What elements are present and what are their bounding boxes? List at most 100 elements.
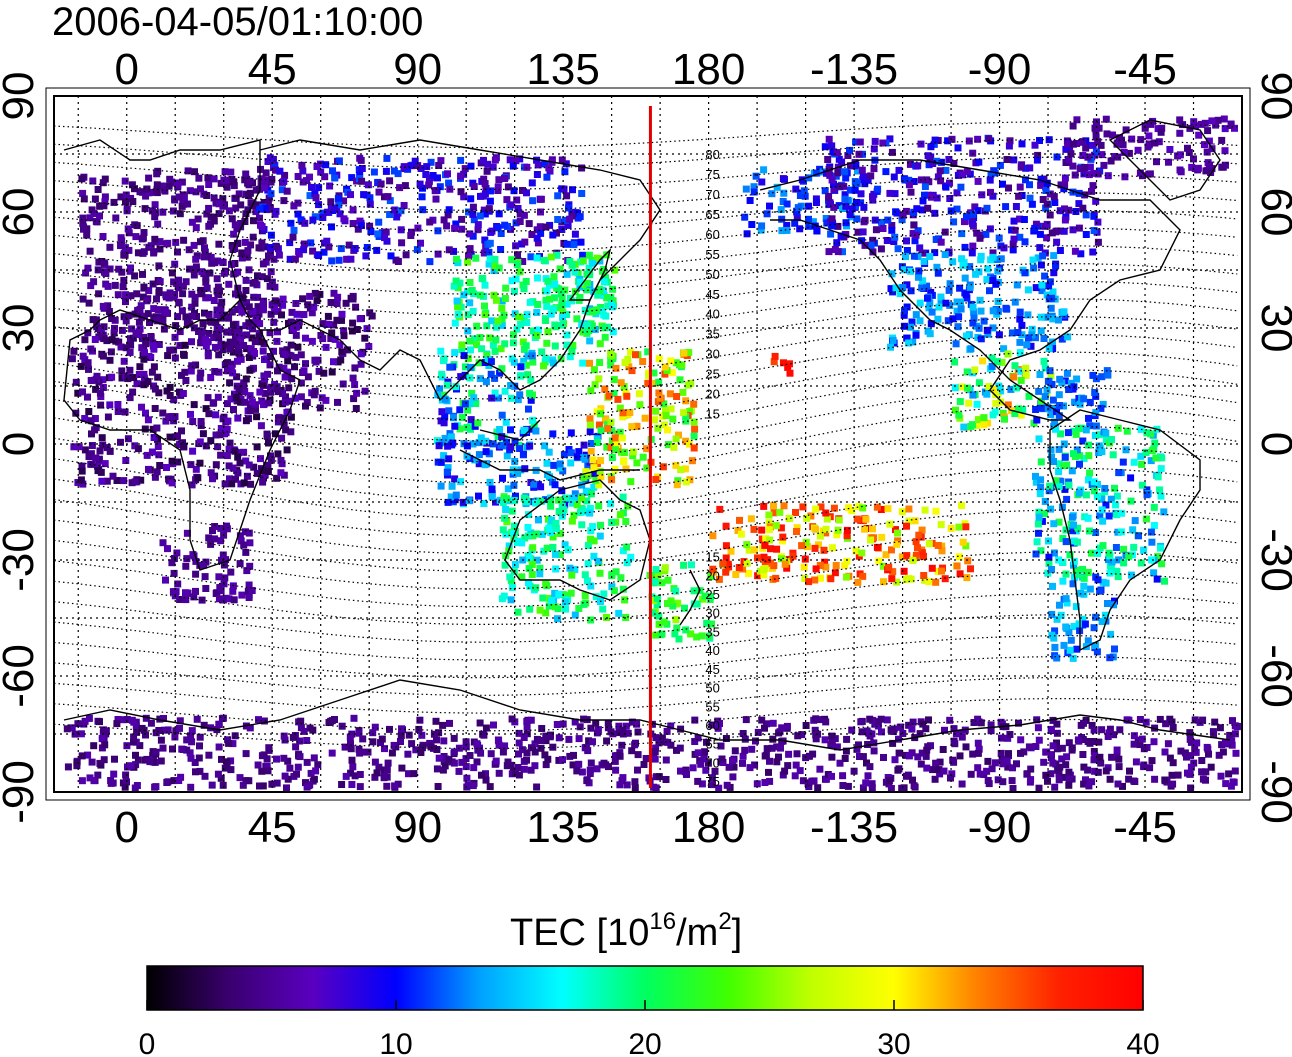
tec-cell-europe <box>232 204 240 212</box>
tec-cell-south-america <box>1142 449 1150 456</box>
tec-cell-indonesia <box>546 473 553 481</box>
tec-cell-canada <box>888 226 896 234</box>
tec-cell-central-america <box>988 354 996 362</box>
tec-cell-south-america <box>1123 427 1131 435</box>
tec-cell-antarctica <box>312 767 320 775</box>
tec-cell-north-africa <box>154 373 162 381</box>
tec-cell-antarctica <box>1132 758 1140 766</box>
tec-cell-north-africa <box>225 462 233 470</box>
tec-cell-north-africa <box>224 417 232 425</box>
tec-cell-patagonia <box>1084 637 1092 645</box>
tec-cell-antarctica <box>985 780 993 788</box>
tec-cell-south-pacific <box>854 578 862 586</box>
tec-cell-south-america <box>1082 491 1090 499</box>
tec-cell-antarctica <box>616 781 624 789</box>
tec-cell-canada <box>961 218 968 226</box>
tec-cell-russia <box>484 160 492 168</box>
tec-cell-antarctica <box>811 726 819 734</box>
tec-cell-pacific-tropic <box>614 395 622 403</box>
tec-cell-south-america <box>1094 549 1102 557</box>
tec-cell-south-africa <box>201 573 209 581</box>
tec-cell-canada <box>959 171 967 179</box>
tec-cell-scandinavia <box>197 185 204 193</box>
tec-cell-alaska <box>793 214 801 222</box>
tec-cell-south-pacific <box>855 503 863 510</box>
tec-cell-south-africa <box>190 593 198 601</box>
tec-cell-middle-east <box>310 391 318 399</box>
tec-cell-middle-east <box>306 292 314 300</box>
tec-cell-north-africa <box>197 422 205 429</box>
tec-cell-canada <box>1042 204 1050 212</box>
tec-cell-north-africa <box>79 388 86 396</box>
tec-cell-australia <box>608 583 616 591</box>
tec-cell-indonesia <box>444 442 452 450</box>
tec-cell-usa <box>1029 256 1037 264</box>
tec-cell-europe <box>201 248 209 256</box>
tec-cell-antarctica <box>229 740 237 748</box>
tec-cell-canada <box>968 249 976 257</box>
tec-cell-russia <box>494 224 502 232</box>
tec-cell-japan <box>571 268 579 276</box>
tec-cell-antarctica <box>152 729 160 737</box>
tec-cell-canada <box>1042 187 1050 194</box>
tec-cell-east-asia <box>492 323 500 331</box>
tec-cell-middle-east <box>243 331 251 339</box>
tec-cell-russia <box>443 222 451 230</box>
tec-cell-canada <box>891 233 899 241</box>
tec-cell-antarctica <box>386 725 393 733</box>
tec-cell-south-america <box>1095 442 1103 450</box>
tec-cell-antarctica <box>731 747 739 755</box>
tec-cell-south-pacific <box>762 535 770 543</box>
tec-cell-mediterranean <box>108 315 116 322</box>
tec-cell-europe <box>86 247 94 255</box>
tec-cell-europe <box>215 291 223 298</box>
tec-cell-alaska <box>766 202 773 210</box>
tec-cell-north-africa <box>170 396 178 404</box>
tec-cell-indonesia <box>532 427 540 435</box>
tec-cell-indonesia <box>516 445 524 452</box>
tec-cell-east-asia <box>510 331 517 339</box>
tec-cell-canada <box>924 152 932 160</box>
mag-lat-label-south: 40 <box>705 643 719 658</box>
tec-cell-antarctica <box>412 746 420 754</box>
tec-cell-canada <box>830 180 837 188</box>
tec-cell-south-africa <box>168 559 176 567</box>
japan-outline <box>568 247 612 301</box>
tec-cell-new-zealand <box>652 631 660 639</box>
tec-cell-south-america <box>1114 573 1122 581</box>
tec-cell-antarctica <box>1229 778 1237 786</box>
tec-cell-middle-east <box>226 379 234 387</box>
tec-cell-australia <box>596 569 604 577</box>
tec-cell-antarctica <box>994 776 1002 784</box>
tec-cell-east-asia <box>542 317 550 324</box>
tec-cell-russia <box>541 160 549 168</box>
tec-cell-canada <box>1089 141 1097 149</box>
tec-cell-canada <box>1022 164 1030 172</box>
tec-cell-australia <box>616 511 624 519</box>
tec-cell-south-america <box>1075 425 1082 433</box>
tec-cell-russia <box>311 189 319 197</box>
tec-cell-antarctica <box>432 717 440 725</box>
tec-cell-indonesia <box>555 464 563 472</box>
tec-cell-canada <box>953 189 961 197</box>
tec-cell-north-africa <box>165 475 173 483</box>
tec-cell-east-asia <box>547 253 555 261</box>
tec-cell-canada <box>931 249 939 257</box>
tec-cell-antarctica <box>369 738 377 746</box>
tec-cell-pacific-tropic <box>682 413 690 420</box>
tec-cell-middle-east <box>316 290 324 298</box>
tec-cell-antarctica <box>533 783 541 791</box>
tec-cell-usa <box>970 314 978 322</box>
tec-cell-east-asia <box>526 298 534 306</box>
tec-cell-middle-east <box>304 373 312 381</box>
tec-cell-north-africa <box>104 413 112 421</box>
tec-cell-middle-east <box>344 346 351 354</box>
tec-cell-russia <box>507 201 515 209</box>
lon-tick-bottom: 90 <box>393 803 442 852</box>
tec-cell-pacific-tropic <box>597 405 605 413</box>
tec-cell-middle-east <box>327 299 335 306</box>
tec-cell-north-africa <box>91 415 99 422</box>
tec-cell-antarctica <box>1049 759 1057 767</box>
tec-cell-patagonia <box>1104 600 1111 607</box>
tec-cell-canada <box>1089 248 1097 256</box>
